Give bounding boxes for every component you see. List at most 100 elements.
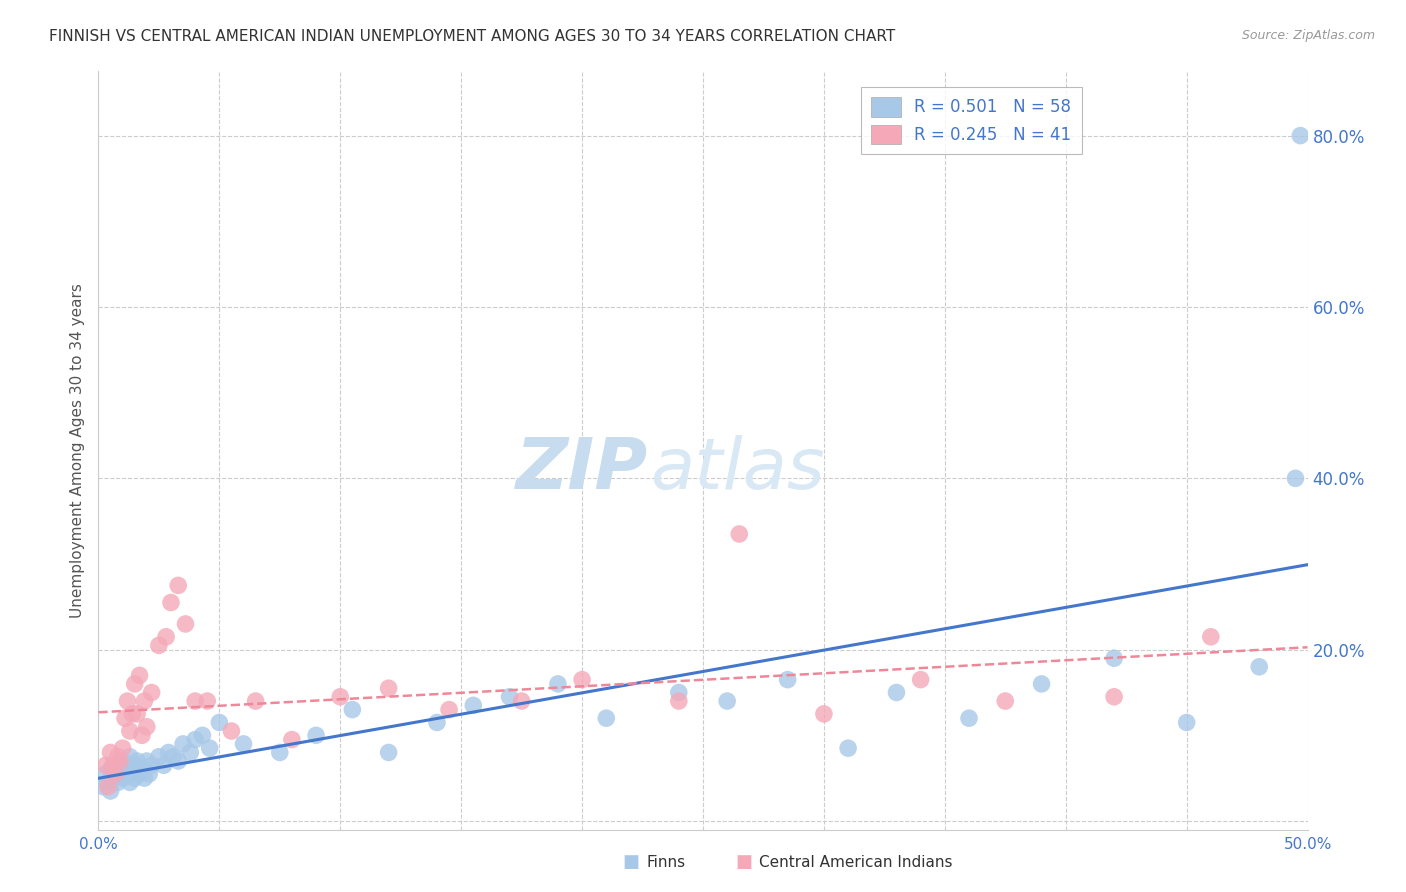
- Point: [104, 767, 127, 781]
- Point: [111, 771, 134, 785]
- Point: [107, 775, 129, 789]
- Point: [127, 754, 149, 768]
- Text: ■: ■: [623, 853, 640, 871]
- Point: [97, 780, 120, 794]
- Point: [1199, 630, 1222, 644]
- Point: [117, 694, 139, 708]
- Point: [245, 694, 267, 708]
- Point: [94, 767, 117, 781]
- Point: [121, 763, 143, 777]
- Point: [155, 630, 177, 644]
- Point: [1102, 651, 1125, 665]
- Point: [104, 767, 127, 781]
- Point: [191, 728, 214, 742]
- Point: [131, 763, 153, 777]
- Point: [167, 578, 190, 592]
- Text: Central American Indians: Central American Indians: [759, 855, 953, 870]
- Point: [101, 771, 124, 785]
- Point: [910, 673, 932, 687]
- Point: [221, 724, 243, 739]
- Point: [128, 767, 150, 781]
- Point: [108, 754, 131, 768]
- Point: [498, 690, 520, 704]
- Point: [595, 711, 617, 725]
- Point: [117, 767, 139, 781]
- Point: [148, 639, 170, 653]
- Point: [1102, 690, 1125, 704]
- Point: [208, 715, 231, 730]
- Point: [1284, 471, 1306, 485]
- Point: [377, 746, 399, 760]
- Point: [114, 758, 136, 772]
- Point: [124, 771, 146, 785]
- Point: [886, 685, 908, 699]
- Point: [111, 741, 134, 756]
- Point: [152, 758, 174, 772]
- Point: [160, 595, 183, 609]
- Point: [198, 741, 221, 756]
- Point: [426, 715, 449, 730]
- Point: [1289, 128, 1312, 143]
- Point: [174, 616, 197, 631]
- Y-axis label: Unemployment Among Ages 30 to 34 years: Unemployment Among Ages 30 to 34 years: [69, 283, 84, 618]
- Point: [1249, 660, 1271, 674]
- Point: [100, 784, 122, 798]
- Point: [118, 724, 141, 739]
- Point: [281, 732, 304, 747]
- Point: [121, 706, 143, 721]
- Point: [167, 754, 190, 768]
- Text: atlas: atlas: [650, 435, 824, 504]
- Text: Source: ZipAtlas.com: Source: ZipAtlas.com: [1241, 29, 1375, 42]
- Point: [118, 775, 141, 789]
- Point: [232, 737, 254, 751]
- Point: [108, 763, 131, 777]
- Point: [269, 746, 291, 760]
- Point: [134, 694, 156, 708]
- Point: [776, 673, 799, 687]
- Point: [101, 758, 124, 772]
- Point: [184, 732, 207, 747]
- Point: [813, 706, 835, 721]
- Point: [179, 746, 201, 760]
- Point: [134, 771, 156, 785]
- Point: [1031, 677, 1053, 691]
- Point: [342, 703, 364, 717]
- Point: [668, 685, 690, 699]
- Point: [957, 711, 980, 725]
- Point: [100, 763, 122, 777]
- Point: [124, 677, 146, 691]
- Point: [329, 690, 352, 704]
- Point: [184, 694, 207, 708]
- Point: [305, 728, 328, 742]
- Point: [728, 527, 751, 541]
- Point: [91, 780, 114, 794]
- Point: [571, 673, 593, 687]
- Point: [94, 758, 117, 772]
- Point: [148, 749, 170, 764]
- Point: [127, 706, 149, 721]
- Point: [172, 737, 194, 751]
- Point: [131, 728, 153, 742]
- Point: [118, 749, 141, 764]
- Point: [111, 754, 134, 768]
- Text: FINNISH VS CENTRAL AMERICAN INDIAN UNEMPLOYMENT AMONG AGES 30 TO 34 YEARS CORREL: FINNISH VS CENTRAL AMERICAN INDIAN UNEMP…: [49, 29, 896, 44]
- Point: [716, 694, 738, 708]
- Point: [1175, 715, 1198, 730]
- Point: [547, 677, 569, 691]
- Point: [128, 668, 150, 682]
- Point: [837, 741, 859, 756]
- Text: ■: ■: [735, 853, 752, 871]
- Point: [437, 703, 460, 717]
- Point: [100, 746, 122, 760]
- Point: [994, 694, 1017, 708]
- Point: [157, 746, 180, 760]
- Text: ZIP: ZIP: [516, 435, 648, 504]
- Point: [107, 749, 129, 764]
- Point: [510, 694, 533, 708]
- Point: [141, 758, 163, 772]
- Text: Finns: Finns: [647, 855, 686, 870]
- Legend: R = 0.501   N = 58, R = 0.245   N = 41: R = 0.501 N = 58, R = 0.245 N = 41: [860, 87, 1081, 154]
- Point: [135, 720, 157, 734]
- Point: [377, 681, 399, 696]
- Point: [463, 698, 485, 713]
